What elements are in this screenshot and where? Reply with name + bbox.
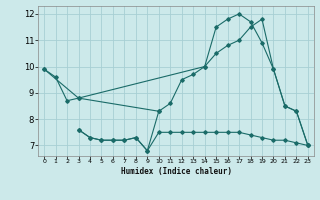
X-axis label: Humidex (Indice chaleur): Humidex (Indice chaleur) (121, 167, 231, 176)
